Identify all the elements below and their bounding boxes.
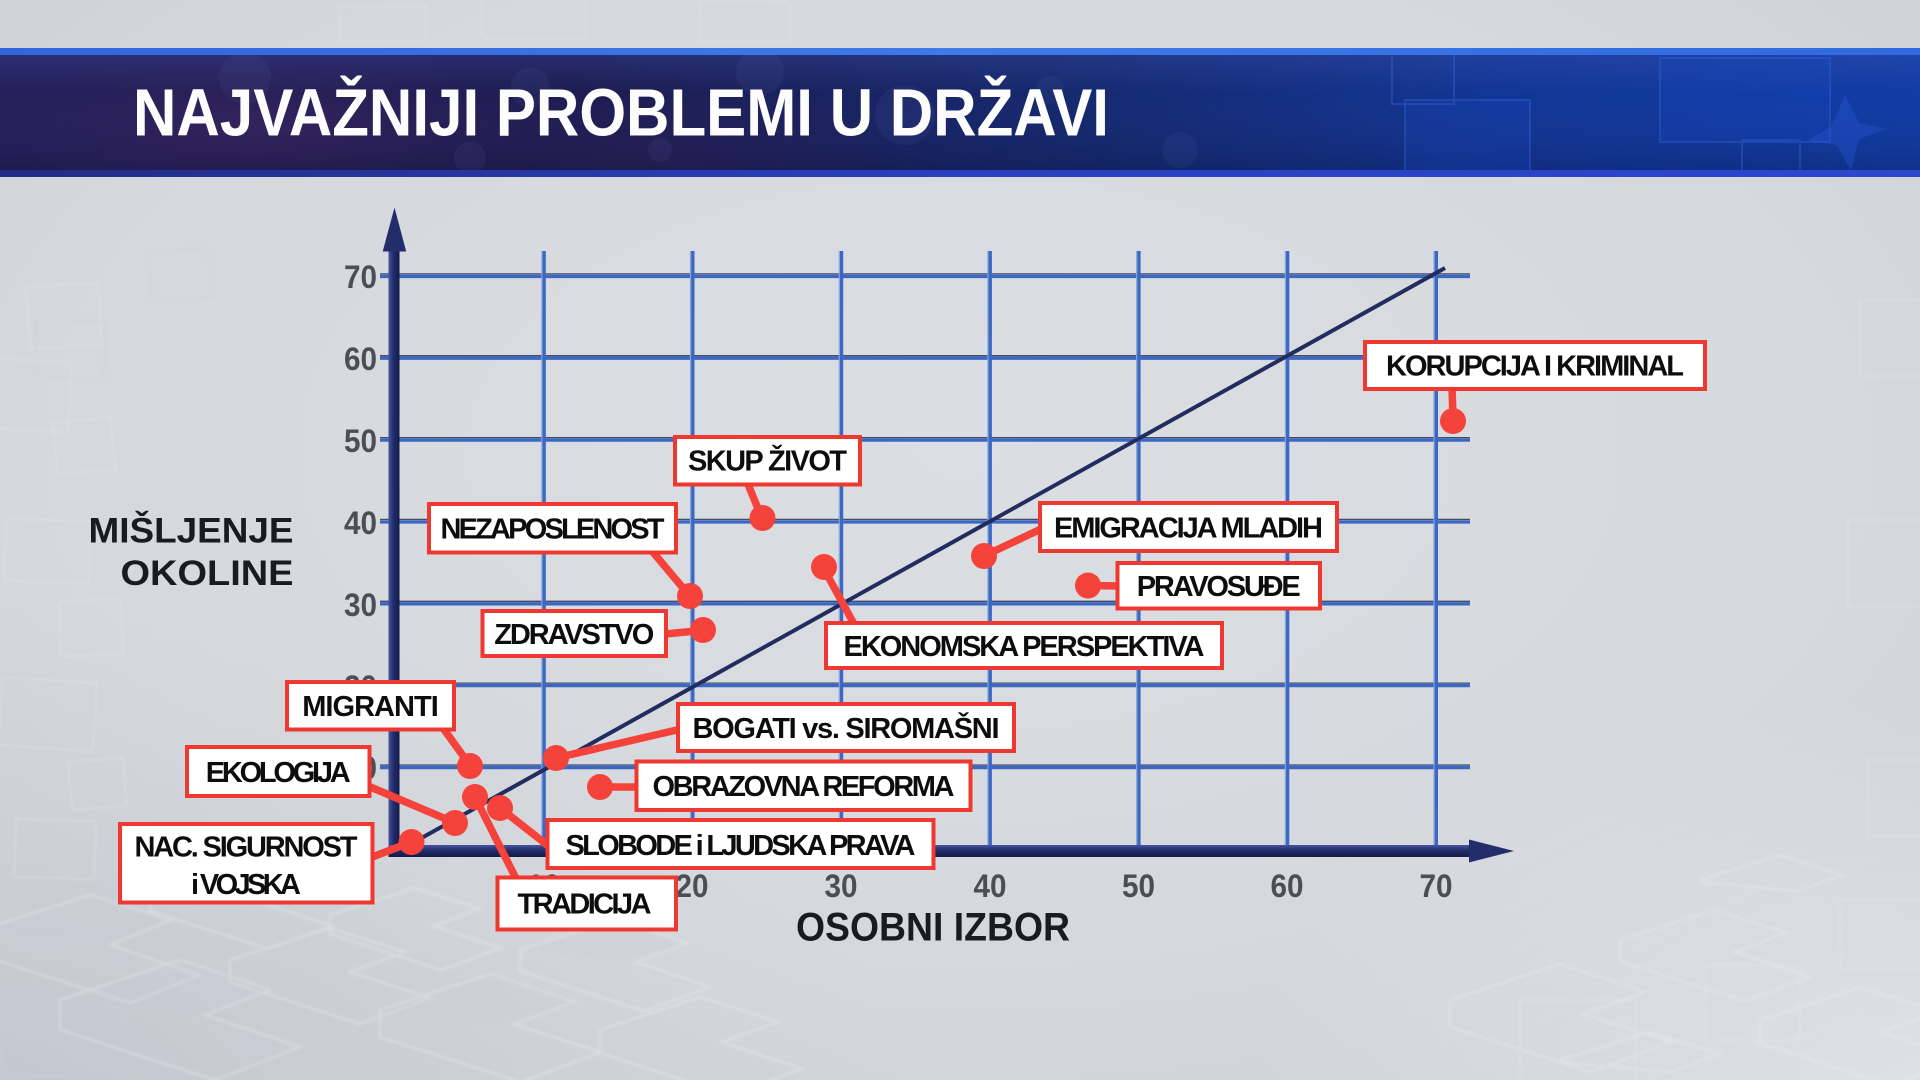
svg-text:SLOBODE i LJUDSKA PRAVA: SLOBODE i LJUDSKA PRAVA	[566, 830, 916, 862]
svg-text:40: 40	[974, 868, 1007, 904]
svg-text:20: 20	[676, 868, 709, 904]
svg-text:TRADICIJA: TRADICIJA	[518, 889, 652, 921]
svg-text:30: 30	[825, 868, 858, 904]
svg-text:NEZAPOSLENOST: NEZAPOSLENOST	[441, 514, 665, 546]
svg-text:50: 50	[344, 423, 377, 459]
svg-text:SKUP ŽIVOT: SKUP ŽIVOT	[688, 444, 847, 478]
svg-text:70: 70	[344, 259, 377, 295]
svg-text:EKOLOGIJA: EKOLOGIJA	[206, 757, 351, 789]
svg-text:40: 40	[344, 505, 377, 541]
svg-text:30: 30	[344, 587, 377, 623]
svg-text:60: 60	[344, 341, 377, 377]
svg-text:OSOBNI IZBOR: OSOBNI IZBOR	[796, 906, 1070, 950]
svg-text:PRAVOSUĐE: PRAVOSUĐE	[1137, 571, 1301, 603]
svg-text:ZDRAVSTVO: ZDRAVSTVO	[494, 619, 654, 651]
svg-text:50: 50	[1122, 868, 1155, 904]
svg-text:70: 70	[1420, 868, 1453, 904]
svg-text:OBRAZOVNA REFORMA: OBRAZOVNA REFORMA	[653, 771, 955, 803]
svg-text:BOGATI vs. SIROMAŠNI: BOGATI vs. SIROMAŠNI	[693, 711, 1000, 745]
svg-text:i VOJSKA: i VOJSKA	[191, 869, 301, 901]
svg-text:MIGRANTI: MIGRANTI	[302, 691, 439, 723]
svg-text:NAC. SIGURNOST: NAC. SIGURNOST	[135, 832, 358, 864]
svg-text:EKONOMSKA PERSPEKTIVA: EKONOMSKA PERSPEKTIVA	[844, 631, 1205, 663]
svg-text:OKOLINE: OKOLINE	[121, 553, 294, 593]
svg-text:MIŠLJENJE: MIŠLJENJE	[89, 510, 294, 550]
svg-text:KORUPCIJA I KRIMINAL: KORUPCIJA I KRIMINAL	[1386, 351, 1684, 383]
svg-text:60: 60	[1271, 868, 1304, 904]
svg-text:EMIGRACIJA MLADIH: EMIGRACIJA MLADIH	[1054, 513, 1323, 545]
svg-text:NAJVAŽNIJI PROBLEMI U DRŽAVI: NAJVAŽNIJI PROBLEMI U DRŽAVI	[133, 76, 1109, 151]
